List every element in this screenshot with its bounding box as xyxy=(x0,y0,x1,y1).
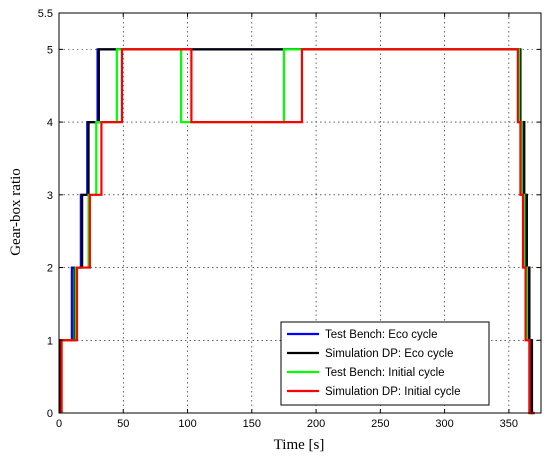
x-axis-label: Time [s] xyxy=(274,437,325,453)
x-tick-label: 150 xyxy=(243,418,261,430)
series-line-4 xyxy=(60,48,535,415)
y-tick-label: 5 xyxy=(47,44,53,56)
y-tick-label: 4 xyxy=(47,117,53,129)
x-tick-label: 0 xyxy=(56,418,62,430)
y-tick-label: 1 xyxy=(47,335,53,347)
axis-ticks: 0 50 100 150 200 250 300 350 0 1 2 3 4 5 5.5 xyxy=(38,8,541,430)
x-tick-label: 50 xyxy=(117,418,129,430)
legend-entry: Simulation DP: Eco cycle xyxy=(325,348,453,360)
y-tick-label: 2 xyxy=(47,263,53,275)
legend-entry: Simulation DP: Initial cycle xyxy=(325,386,461,398)
y-tick-label: 0 xyxy=(47,408,53,420)
y-axis-label: Gear-box ratio xyxy=(8,168,24,256)
y-tick-label: 5.5 xyxy=(38,8,53,20)
y-tick-label: 3 xyxy=(47,190,53,202)
x-tick-label: 350 xyxy=(500,418,518,430)
x-tick-label: 250 xyxy=(371,418,389,430)
series-lines xyxy=(59,48,535,415)
x-tick-label: 200 xyxy=(307,418,325,430)
x-tick-label: 300 xyxy=(435,418,453,430)
plot-frame xyxy=(58,12,542,414)
x-tick-label: 100 xyxy=(178,418,196,430)
legend-entry: Test Bench: Initial cycle xyxy=(325,367,445,379)
legend-entry: Test Bench: Eco cycle xyxy=(325,329,438,341)
legend: Test Bench: Eco cycle Simulation DP: Eco … xyxy=(280,321,490,406)
